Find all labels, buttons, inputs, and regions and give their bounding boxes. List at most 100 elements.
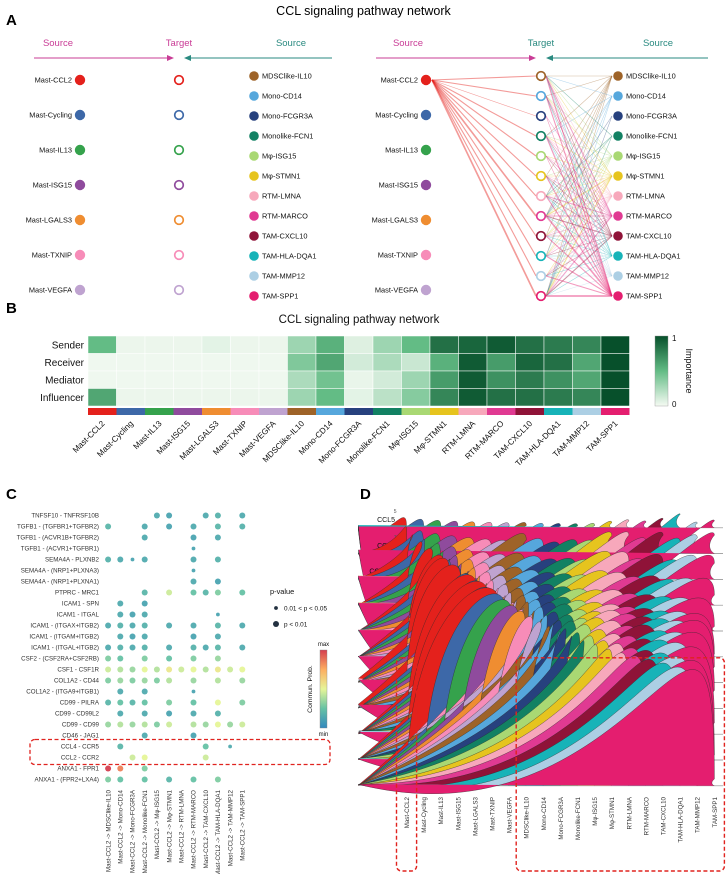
commun-prob-dot bbox=[214, 644, 221, 651]
heatmap-cell bbox=[600, 370, 630, 389]
commun-prob-dot bbox=[191, 568, 196, 573]
source-node bbox=[249, 191, 259, 201]
commun-prob-dot bbox=[117, 556, 124, 563]
commun-prob-dot bbox=[239, 512, 246, 519]
heatmap-cell bbox=[201, 335, 231, 354]
source-node bbox=[613, 111, 623, 121]
heatmap-cell bbox=[572, 388, 602, 407]
signaling-edge bbox=[545, 155, 613, 237]
violin-col-label: Mast-Cycling bbox=[421, 796, 428, 832]
heatmap-cell bbox=[543, 388, 573, 407]
commun-prob-dot bbox=[141, 523, 148, 530]
interaction-col-label: Mast-CCL2 -> RTM-MARCO bbox=[191, 790, 198, 869]
commun-prob-dot bbox=[141, 732, 148, 739]
signaling-edge bbox=[431, 79, 537, 117]
source-node bbox=[74, 74, 86, 86]
source-node bbox=[249, 91, 259, 101]
node-label: Mast-ISG15 bbox=[33, 181, 72, 190]
node-label: TAM-CXCL10 bbox=[262, 232, 307, 241]
celltype-color-strip bbox=[116, 408, 145, 415]
signaling-edge bbox=[545, 195, 613, 237]
heatmap-cell bbox=[315, 388, 345, 407]
commun-prob-dot bbox=[239, 699, 246, 706]
commun-prob-dot bbox=[141, 721, 148, 728]
signaling-edge bbox=[545, 175, 613, 257]
commun-prob-dot bbox=[117, 600, 124, 607]
target-node bbox=[173, 109, 185, 121]
node-label: Monolike-FCN1 bbox=[626, 132, 677, 141]
signaling-edge bbox=[545, 155, 613, 177]
signaling-edge bbox=[545, 155, 613, 177]
heatmap-cell bbox=[201, 370, 231, 389]
commun-prob-dot bbox=[190, 732, 197, 739]
commun-prob-dot bbox=[190, 721, 197, 728]
signaling-edge bbox=[545, 215, 613, 237]
heatmap-cell bbox=[116, 388, 146, 407]
signaling-edge bbox=[545, 135, 613, 157]
lr-pair-label: TGFB1 - (ACVR1+TGFBR1) bbox=[21, 546, 99, 553]
commun-prob-colorbar bbox=[319, 649, 328, 729]
node-label: Mono-FCGR3A bbox=[262, 112, 313, 121]
signaling-edge bbox=[545, 235, 613, 297]
commun-prob-dot bbox=[178, 666, 185, 673]
lr-pair-label: CSF1 - CSF1R bbox=[57, 667, 99, 674]
heatmap-cell bbox=[572, 353, 602, 372]
importance-colorbar bbox=[654, 335, 669, 407]
source-node bbox=[613, 171, 623, 181]
source-node bbox=[249, 231, 259, 241]
commun-prob-dot bbox=[117, 710, 124, 717]
heatmap-cell bbox=[401, 388, 431, 407]
celltype-color-strip bbox=[173, 408, 202, 415]
heatmap-cell bbox=[458, 353, 488, 372]
pvalue-legend-title: p-value bbox=[270, 587, 294, 596]
commun-prob-dot bbox=[105, 677, 112, 684]
heatmap-cell bbox=[230, 388, 260, 407]
signaling-edge bbox=[545, 75, 613, 277]
heatmap-cell bbox=[572, 335, 602, 354]
commun-prob-dot bbox=[227, 721, 234, 728]
signaling-edge bbox=[545, 95, 613, 297]
signaling-edge bbox=[545, 155, 613, 297]
arrowhead-left-icon bbox=[546, 55, 553, 61]
signaling-edge bbox=[545, 135, 613, 277]
heatmap-cell bbox=[486, 353, 516, 372]
lr-pair-label: TGFB1 - (ACVR1B+TGFBR2) bbox=[17, 535, 99, 542]
commun-prob-dot bbox=[202, 754, 209, 761]
commun-prob-dot bbox=[141, 666, 148, 673]
target-node bbox=[535, 270, 547, 282]
arrowhead-right-icon bbox=[529, 55, 536, 61]
lr-pair-label: COL1A2 - CD44 bbox=[54, 678, 100, 685]
target-node bbox=[173, 179, 185, 191]
signaling-edge bbox=[545, 75, 613, 177]
colorbar-title: Importance bbox=[684, 348, 694, 393]
heatmap-cell bbox=[600, 353, 630, 372]
heatmap-cell bbox=[287, 335, 317, 354]
lr-pair-label: ANXA1 - (FPR2+LXA4) bbox=[35, 777, 99, 784]
source-node bbox=[420, 214, 432, 226]
commun-prob-dot bbox=[117, 655, 124, 662]
commun-prob-dot bbox=[214, 721, 221, 728]
signaling-edge bbox=[545, 155, 613, 217]
commun-prob-dot bbox=[202, 721, 209, 728]
commun-prob-dot bbox=[117, 622, 124, 629]
commun-prob-dot bbox=[190, 534, 197, 541]
source-node bbox=[613, 131, 623, 141]
heatmap-row-label: Sender bbox=[52, 340, 85, 351]
commun-prob-dot bbox=[117, 765, 124, 772]
panel-d-violin-plot: 5CCL57CCL37CCL3L16CCL86CCL135CCL237CCL27… bbox=[358, 509, 726, 872]
lr-pair-label: ICAM1 - ITGAL bbox=[57, 612, 100, 619]
commun-prob-dot bbox=[166, 655, 173, 662]
signaling-edge bbox=[545, 75, 613, 97]
signaling-edge bbox=[545, 135, 613, 257]
celltype-color-strip bbox=[430, 408, 459, 415]
celltype-color-strip bbox=[572, 408, 601, 415]
signaling-edge bbox=[545, 95, 613, 217]
commun-prob-dot bbox=[166, 710, 173, 717]
target-node bbox=[535, 210, 547, 222]
signaling-edge bbox=[545, 215, 613, 297]
target-node bbox=[535, 230, 547, 242]
node-label: MDSClike-IL10 bbox=[626, 72, 676, 81]
signaling-edge bbox=[545, 195, 613, 297]
celltype-color-strip bbox=[316, 408, 345, 415]
